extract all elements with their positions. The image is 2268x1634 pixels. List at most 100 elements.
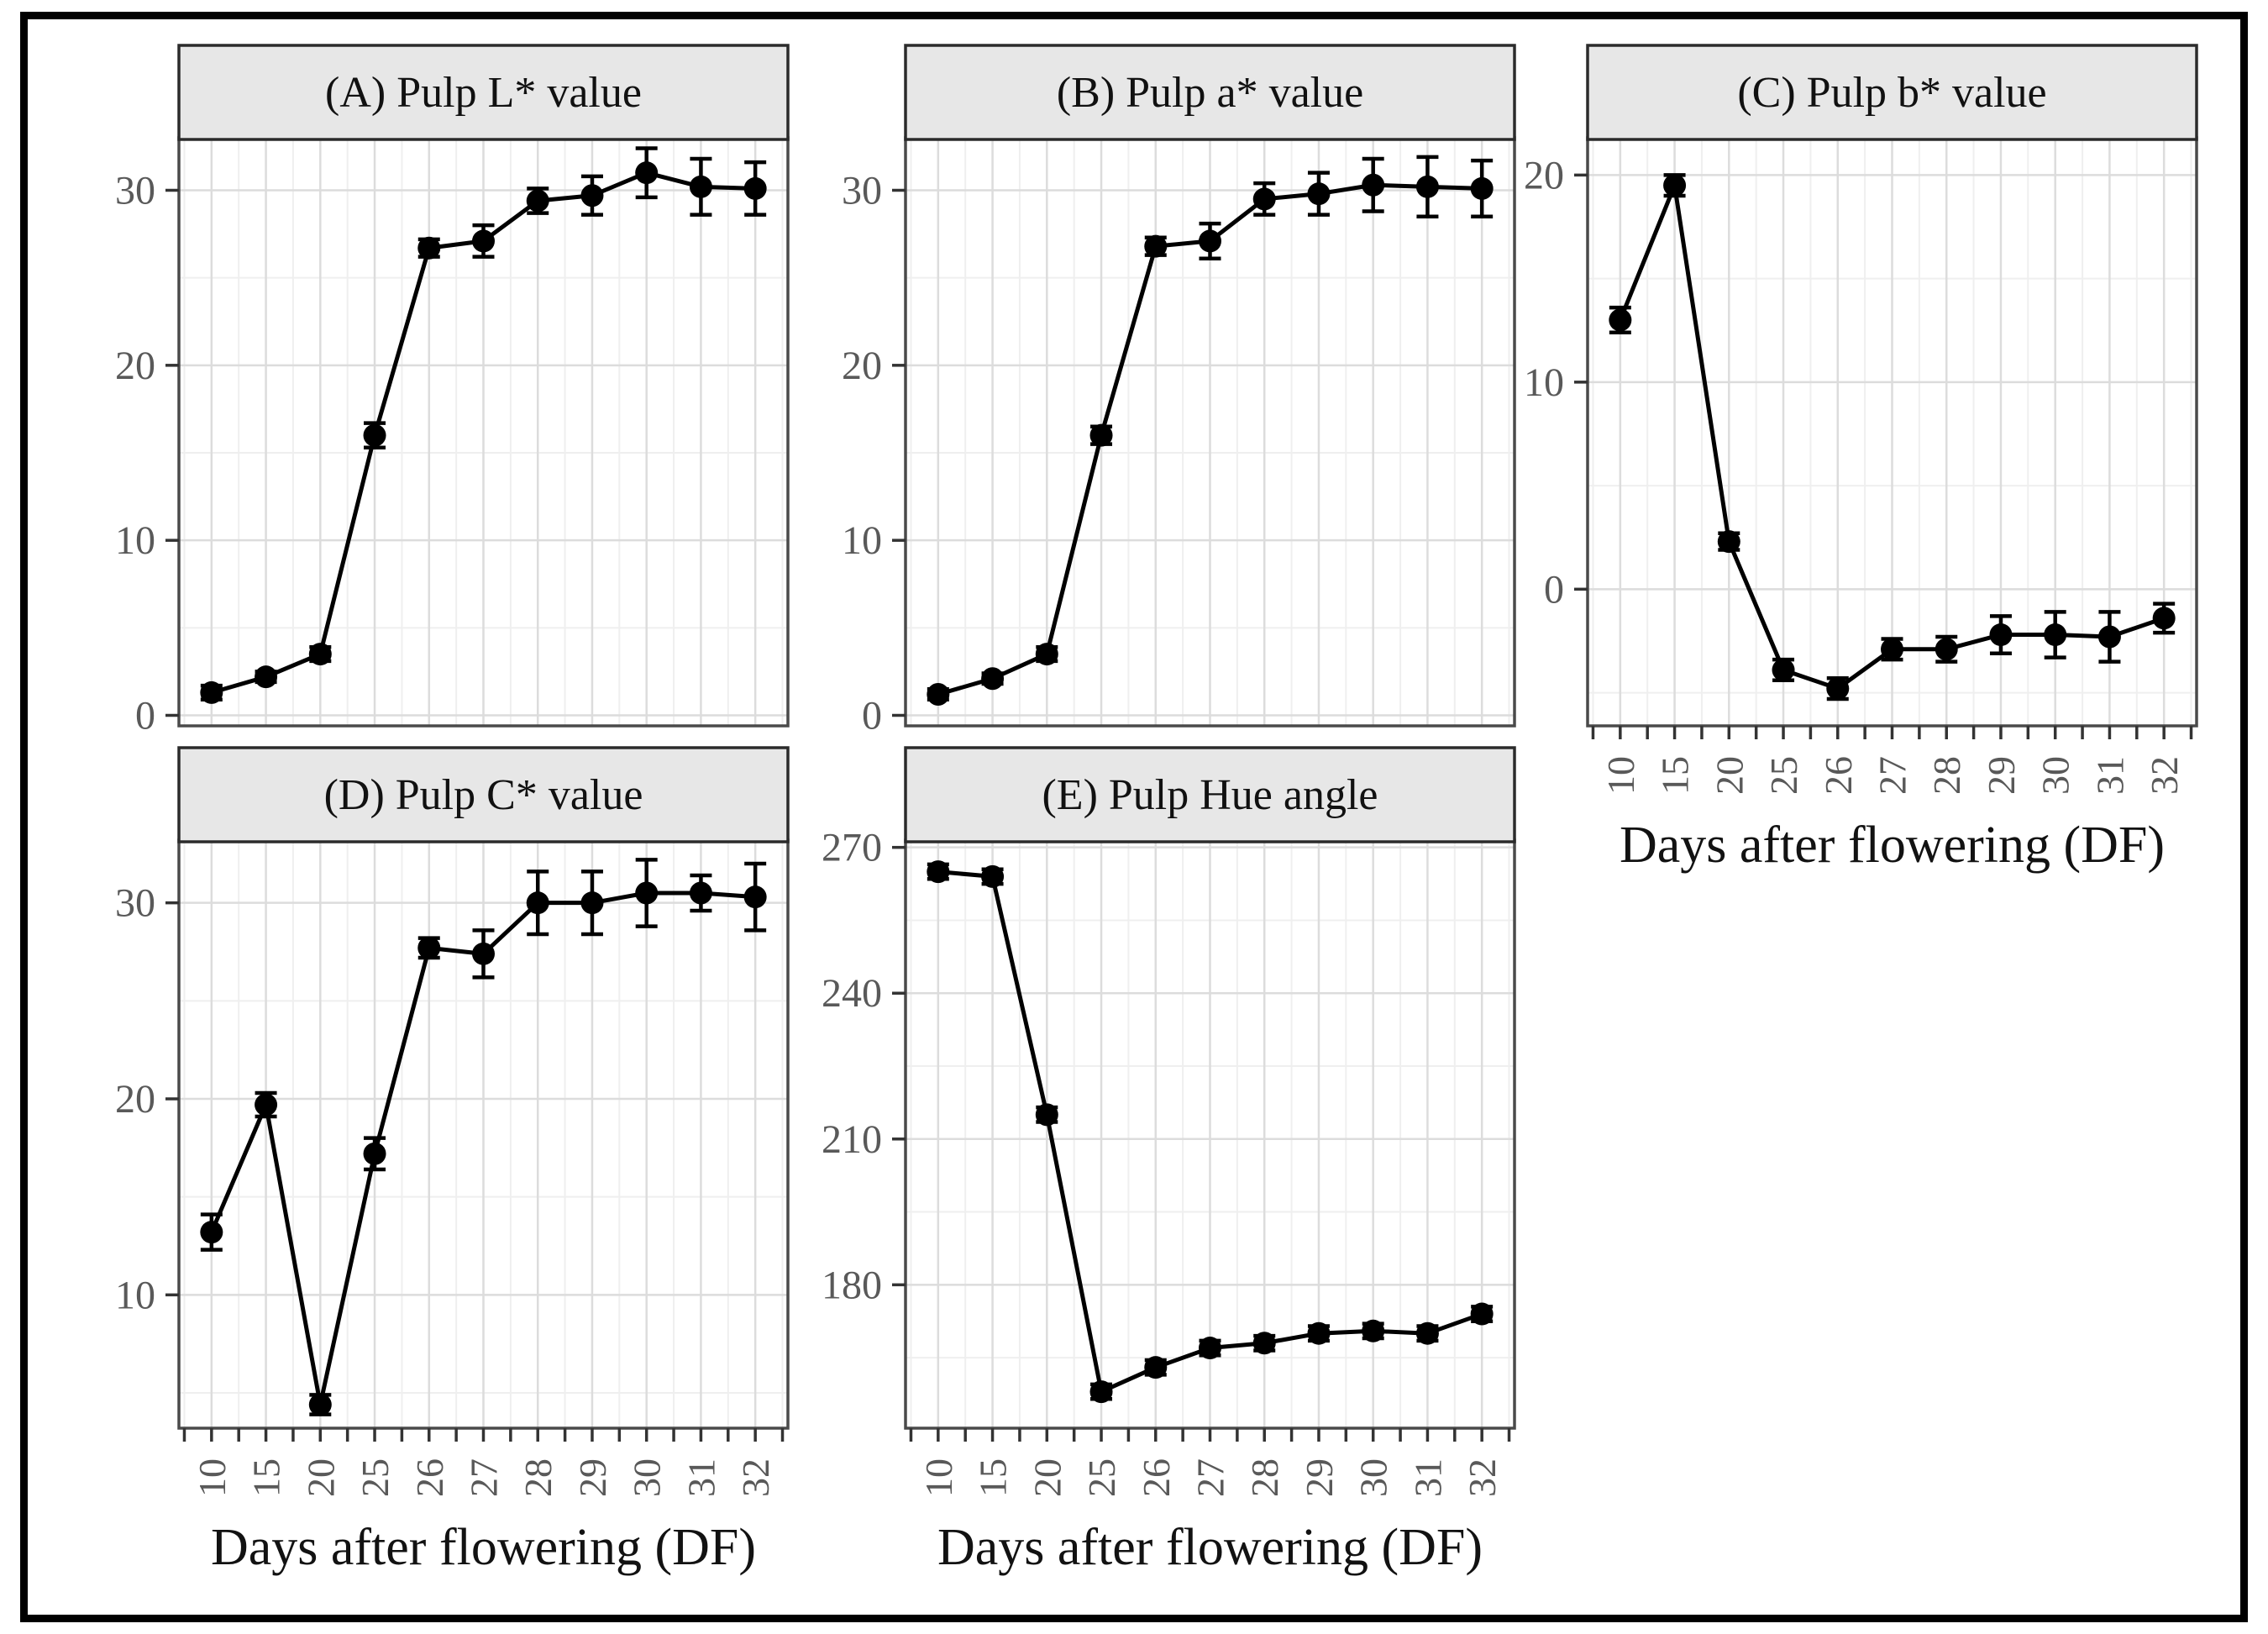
y-axis: 0 10 20 30 bbox=[842, 169, 906, 737]
panel-pulp-b-value: (C) Pulp b* value 0 10 20 10 15 20 25 26 27 28 29 30… bbox=[1478, 44, 2209, 894]
data-point bbox=[1935, 638, 1958, 661]
data-point bbox=[635, 881, 659, 905]
data-point bbox=[526, 189, 549, 213]
data-point bbox=[1470, 176, 1494, 200]
data-point bbox=[1035, 643, 1058, 666]
data-point bbox=[743, 176, 767, 200]
data-point bbox=[1089, 423, 1113, 447]
facet-strip bbox=[177, 44, 790, 141]
facet-strip-title: (B) Pulp a* value bbox=[1057, 69, 1363, 117]
y-axis-tick-label: 0 bbox=[1544, 567, 1564, 612]
y-axis-tick-label: 20 bbox=[115, 344, 155, 388]
data-points bbox=[200, 161, 767, 704]
y-axis-tick-label: 30 bbox=[115, 169, 155, 213]
facet-strip-title: (C) Pulp b* value bbox=[1737, 69, 2046, 117]
x-axis: 10 15 20 25 26 27 28 29 30 31 32 bbox=[909, 1428, 1511, 1497]
data-point bbox=[1989, 623, 2013, 647]
panel-pulp-hue-angle: (E) Pulp Hue angle 180 210 240 270 10 15 20 25 26… bbox=[796, 746, 1527, 1596]
x-axis-tick-label: 26 bbox=[1817, 756, 1860, 795]
x-axis-tick-label: 15 bbox=[245, 1458, 288, 1497]
data-point bbox=[1362, 1319, 1385, 1342]
data-point bbox=[689, 881, 712, 905]
gridlines bbox=[179, 138, 788, 726]
x-axis-tick-label: 25 bbox=[1762, 756, 1805, 795]
x-axis-title: Days after flowering (DF) bbox=[1620, 817, 2165, 874]
y-axis-tick-label: 0 bbox=[862, 694, 882, 737]
data-point bbox=[981, 864, 1005, 888]
data-point bbox=[1199, 1337, 1221, 1360]
data-point bbox=[1663, 174, 1687, 197]
x-axis: 10 15 20 25 26 27 28 29 30 31 32 bbox=[1591, 726, 2193, 795]
x-axis-tick-label: 30 bbox=[2034, 756, 2077, 795]
x-axis-tick-label: 27 bbox=[463, 1458, 506, 1497]
data-point bbox=[1307, 1321, 1331, 1345]
x-axis-tick-label: 25 bbox=[1080, 1458, 1123, 1497]
data-point bbox=[1199, 229, 1221, 253]
x-axis-tick-label: 29 bbox=[1298, 1458, 1341, 1497]
x-axis-tick-label: 32 bbox=[1461, 1458, 1504, 1497]
x-axis-tick-label: 30 bbox=[626, 1458, 669, 1497]
data-point bbox=[1609, 308, 1632, 332]
facet-strip-title: (D) Pulp C* value bbox=[324, 771, 643, 819]
data-point bbox=[743, 885, 767, 909]
data-point bbox=[1252, 1332, 1276, 1355]
data-point bbox=[981, 667, 1005, 691]
facet-strip bbox=[177, 746, 790, 843]
x-axis-tick-label: 25 bbox=[354, 1458, 396, 1497]
x-axis-tick-label: 32 bbox=[2143, 756, 2186, 795]
data-point bbox=[1144, 234, 1168, 258]
x-axis-tick-label: 10 bbox=[1599, 756, 1642, 795]
facet-strip-title: (A) Pulp L* value bbox=[325, 69, 642, 117]
y-axis-tick-label: 0 bbox=[135, 694, 155, 737]
x-axis: 10 15 20 25 26 27 28 29 30 31 32 bbox=[182, 1428, 785, 1497]
y-axis-tick-label: 20 bbox=[1524, 153, 1564, 197]
data-point bbox=[1470, 1302, 1494, 1326]
x-axis-tick-label: 28 bbox=[1925, 756, 1968, 795]
y-axis-tick-label: 270 bbox=[822, 826, 882, 870]
data-point bbox=[1089, 1380, 1113, 1404]
x-axis-title: Days after flowering (DF) bbox=[937, 1519, 1483, 1576]
chart-pulp-hue-angle: (E) Pulp Hue angle 180 210 240 270 10 15 20 25 26… bbox=[822, 746, 1516, 1576]
data-points bbox=[1609, 174, 2176, 701]
data-point bbox=[1826, 677, 1850, 701]
y-axis-tick-label: 30 bbox=[842, 169, 882, 213]
x-axis-tick-label: 26 bbox=[408, 1458, 451, 1497]
x-axis-tick-label: 31 bbox=[1406, 1458, 1449, 1497]
data-points bbox=[927, 860, 1494, 1404]
data-point bbox=[200, 1221, 223, 1244]
x-axis-tick-label: 29 bbox=[1980, 756, 2023, 795]
x-axis-title: Days after flowering (DF) bbox=[211, 1519, 756, 1576]
data-point bbox=[689, 175, 712, 198]
x-axis-tick-label: 10 bbox=[917, 1458, 960, 1497]
panel-pulp-a-value: (B) Pulp a* value 0 10 20 30 bbox=[796, 44, 1527, 736]
data-point bbox=[1035, 1103, 1058, 1127]
chart-pulp-c-value: (D) Pulp C* value 10 20 30 10 15 20 25 26 27 28 29 3… bbox=[115, 746, 790, 1576]
data-point bbox=[526, 891, 549, 915]
y-axis: 0 10 20 30 bbox=[115, 169, 179, 737]
data-point bbox=[1415, 1321, 1439, 1345]
gridlines bbox=[906, 138, 1515, 726]
y-axis-tick-label: 210 bbox=[822, 1117, 882, 1162]
y-axis-tick-label: 30 bbox=[115, 881, 155, 926]
y-axis: 0 10 20 bbox=[1524, 153, 1588, 612]
data-point bbox=[2152, 607, 2176, 630]
chart-pulp-a-value: (B) Pulp a* value 0 10 20 30 bbox=[842, 44, 1516, 737]
facet-strip-title: (E) Pulp Hue angle bbox=[1042, 771, 1378, 819]
data-point bbox=[1881, 638, 1903, 661]
x-axis-tick-label: 29 bbox=[571, 1458, 614, 1497]
facet-strip bbox=[1586, 44, 2198, 141]
data-points bbox=[200, 881, 767, 1416]
x-axis-tick-label: 30 bbox=[1352, 1458, 1395, 1497]
x-axis-tick-label: 27 bbox=[1189, 1458, 1232, 1497]
x-axis-tick-label: 32 bbox=[734, 1458, 777, 1497]
data-point bbox=[1717, 530, 1740, 554]
x-axis-tick-label: 31 bbox=[680, 1458, 722, 1497]
x-axis-tick-label: 28 bbox=[1243, 1458, 1286, 1497]
y-axis-tick-label: 10 bbox=[1524, 360, 1564, 405]
gridlines bbox=[1588, 138, 2197, 726]
data-point bbox=[2097, 625, 2121, 649]
data-point bbox=[255, 1093, 278, 1116]
y-axis-tick-label: 10 bbox=[115, 518, 155, 563]
y-axis: 180 210 240 270 bbox=[822, 826, 906, 1307]
data-point bbox=[417, 236, 441, 260]
